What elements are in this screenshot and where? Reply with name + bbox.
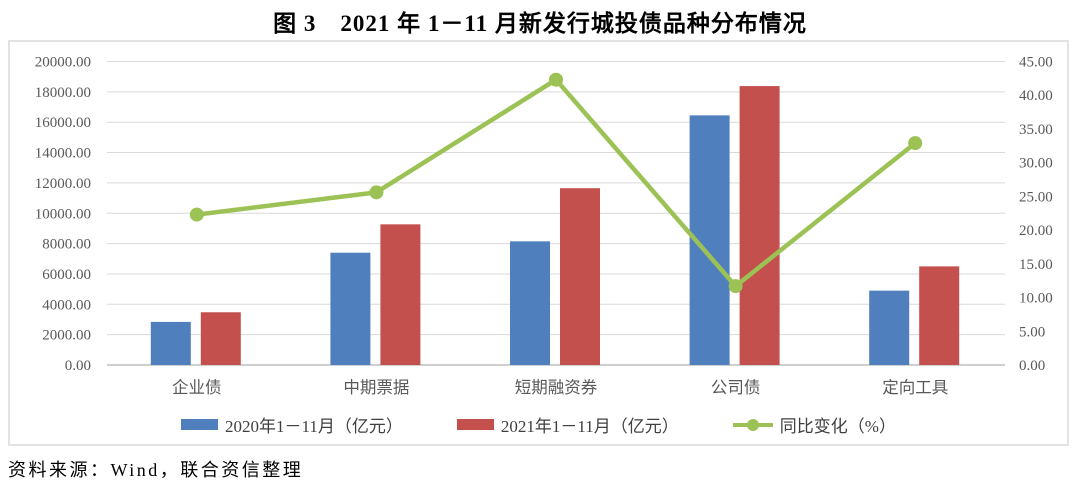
bar-2021	[200, 312, 241, 365]
category-label: 定向工具	[882, 378, 948, 397]
right-axis-tick-label: 45.00	[1019, 55, 1053, 71]
category-label: 短期融资券	[515, 378, 598, 397]
legend-label-2021: 2021年1－11月（亿元）	[500, 416, 679, 436]
right-axis-tick-label: 40.00	[1019, 88, 1053, 104]
bar-2020	[510, 241, 550, 365]
chart-canvas: 0.00 2000.00 4000.00 6000.00 8000.00 10000.00…	[35, 55, 1053, 398]
legend-swatch-yoy-line-icon	[732, 418, 773, 431]
legend-swatch-2021-bar-icon	[456, 418, 494, 430]
yoy-line-marker	[189, 207, 204, 222]
chart-legend: 2020年1－11月（亿元） 2021年1－11月（亿元） 同比变化（%）	[10, 410, 1067, 438]
left-axis-tick-label: 12000.00	[35, 176, 91, 192]
left-axis-tick-label: 14000.00	[35, 146, 91, 162]
bar-2021	[560, 188, 600, 365]
gridlines	[107, 61, 1005, 366]
yoy-line-marker	[549, 72, 563, 87]
left-axis-tick-label: 4000.00	[42, 297, 91, 313]
right-axis-tick-label: 15.00	[1019, 257, 1053, 273]
yoy-line-marker	[908, 136, 923, 151]
right-axis-tick-label: 25.00	[1019, 189, 1053, 205]
legend-label-2020: 2020年1－11月（亿元）	[225, 416, 403, 436]
yoy-line-marker	[369, 185, 384, 200]
category-label: 中期票据	[343, 378, 409, 397]
legend-swatch-2020-bar-icon	[181, 418, 219, 430]
category-label: 公司债	[711, 378, 761, 397]
source-note: 资料来源：Wind，联合资信整理	[8, 460, 304, 480]
bar-2020	[150, 321, 191, 365]
chart-container: 0.00 2000.00 4000.00 6000.00 8000.00 10000.00…	[8, 40, 1069, 446]
legend-item-yoy: 同比变化（%）	[732, 412, 896, 437]
bar-2021	[380, 224, 421, 365]
left-axis-tick-label: 6000.00	[42, 267, 91, 283]
bar-2020	[869, 290, 910, 365]
left-axis-tick-label: 8000.00	[42, 237, 91, 253]
left-axis-tick-label: 16000.00	[35, 115, 91, 131]
right-axis-tick-label: 35.00	[1019, 122, 1053, 138]
right-axis-tick-label: 10.00	[1019, 291, 1053, 307]
right-axis-tick-label: 20.00	[1019, 223, 1053, 239]
left-axis-tick-label: 0.00	[65, 358, 91, 374]
legend-item-2021: 2021年1－11月（亿元）	[456, 412, 679, 437]
right-axis-tick-label: 0.00	[1019, 358, 1045, 374]
bar-2021	[739, 86, 780, 365]
bar-2020	[330, 252, 371, 365]
legend-label-yoy: 同比变化（%）	[779, 416, 896, 436]
left-axis-tick-label: 2000.00	[42, 328, 91, 344]
yoy-line-marker	[728, 279, 743, 294]
chart-title: 图 3 2021 年 1－11 月新发行城投债品种分布情况	[273, 11, 807, 36]
right-axis-tick-label: 5.00	[1019, 324, 1045, 340]
left-axis-tick-label: 10000.00	[35, 206, 91, 222]
legend-item-2020: 2020年1－11月（亿元）	[181, 412, 403, 437]
left-axis-tick-label: 20000.00	[35, 55, 91, 71]
right-axis-tick-label: 30.00	[1019, 156, 1053, 172]
bar-2021	[919, 266, 960, 365]
left-axis-tick-label: 18000.00	[35, 85, 91, 101]
category-label: 企业债	[172, 378, 222, 397]
